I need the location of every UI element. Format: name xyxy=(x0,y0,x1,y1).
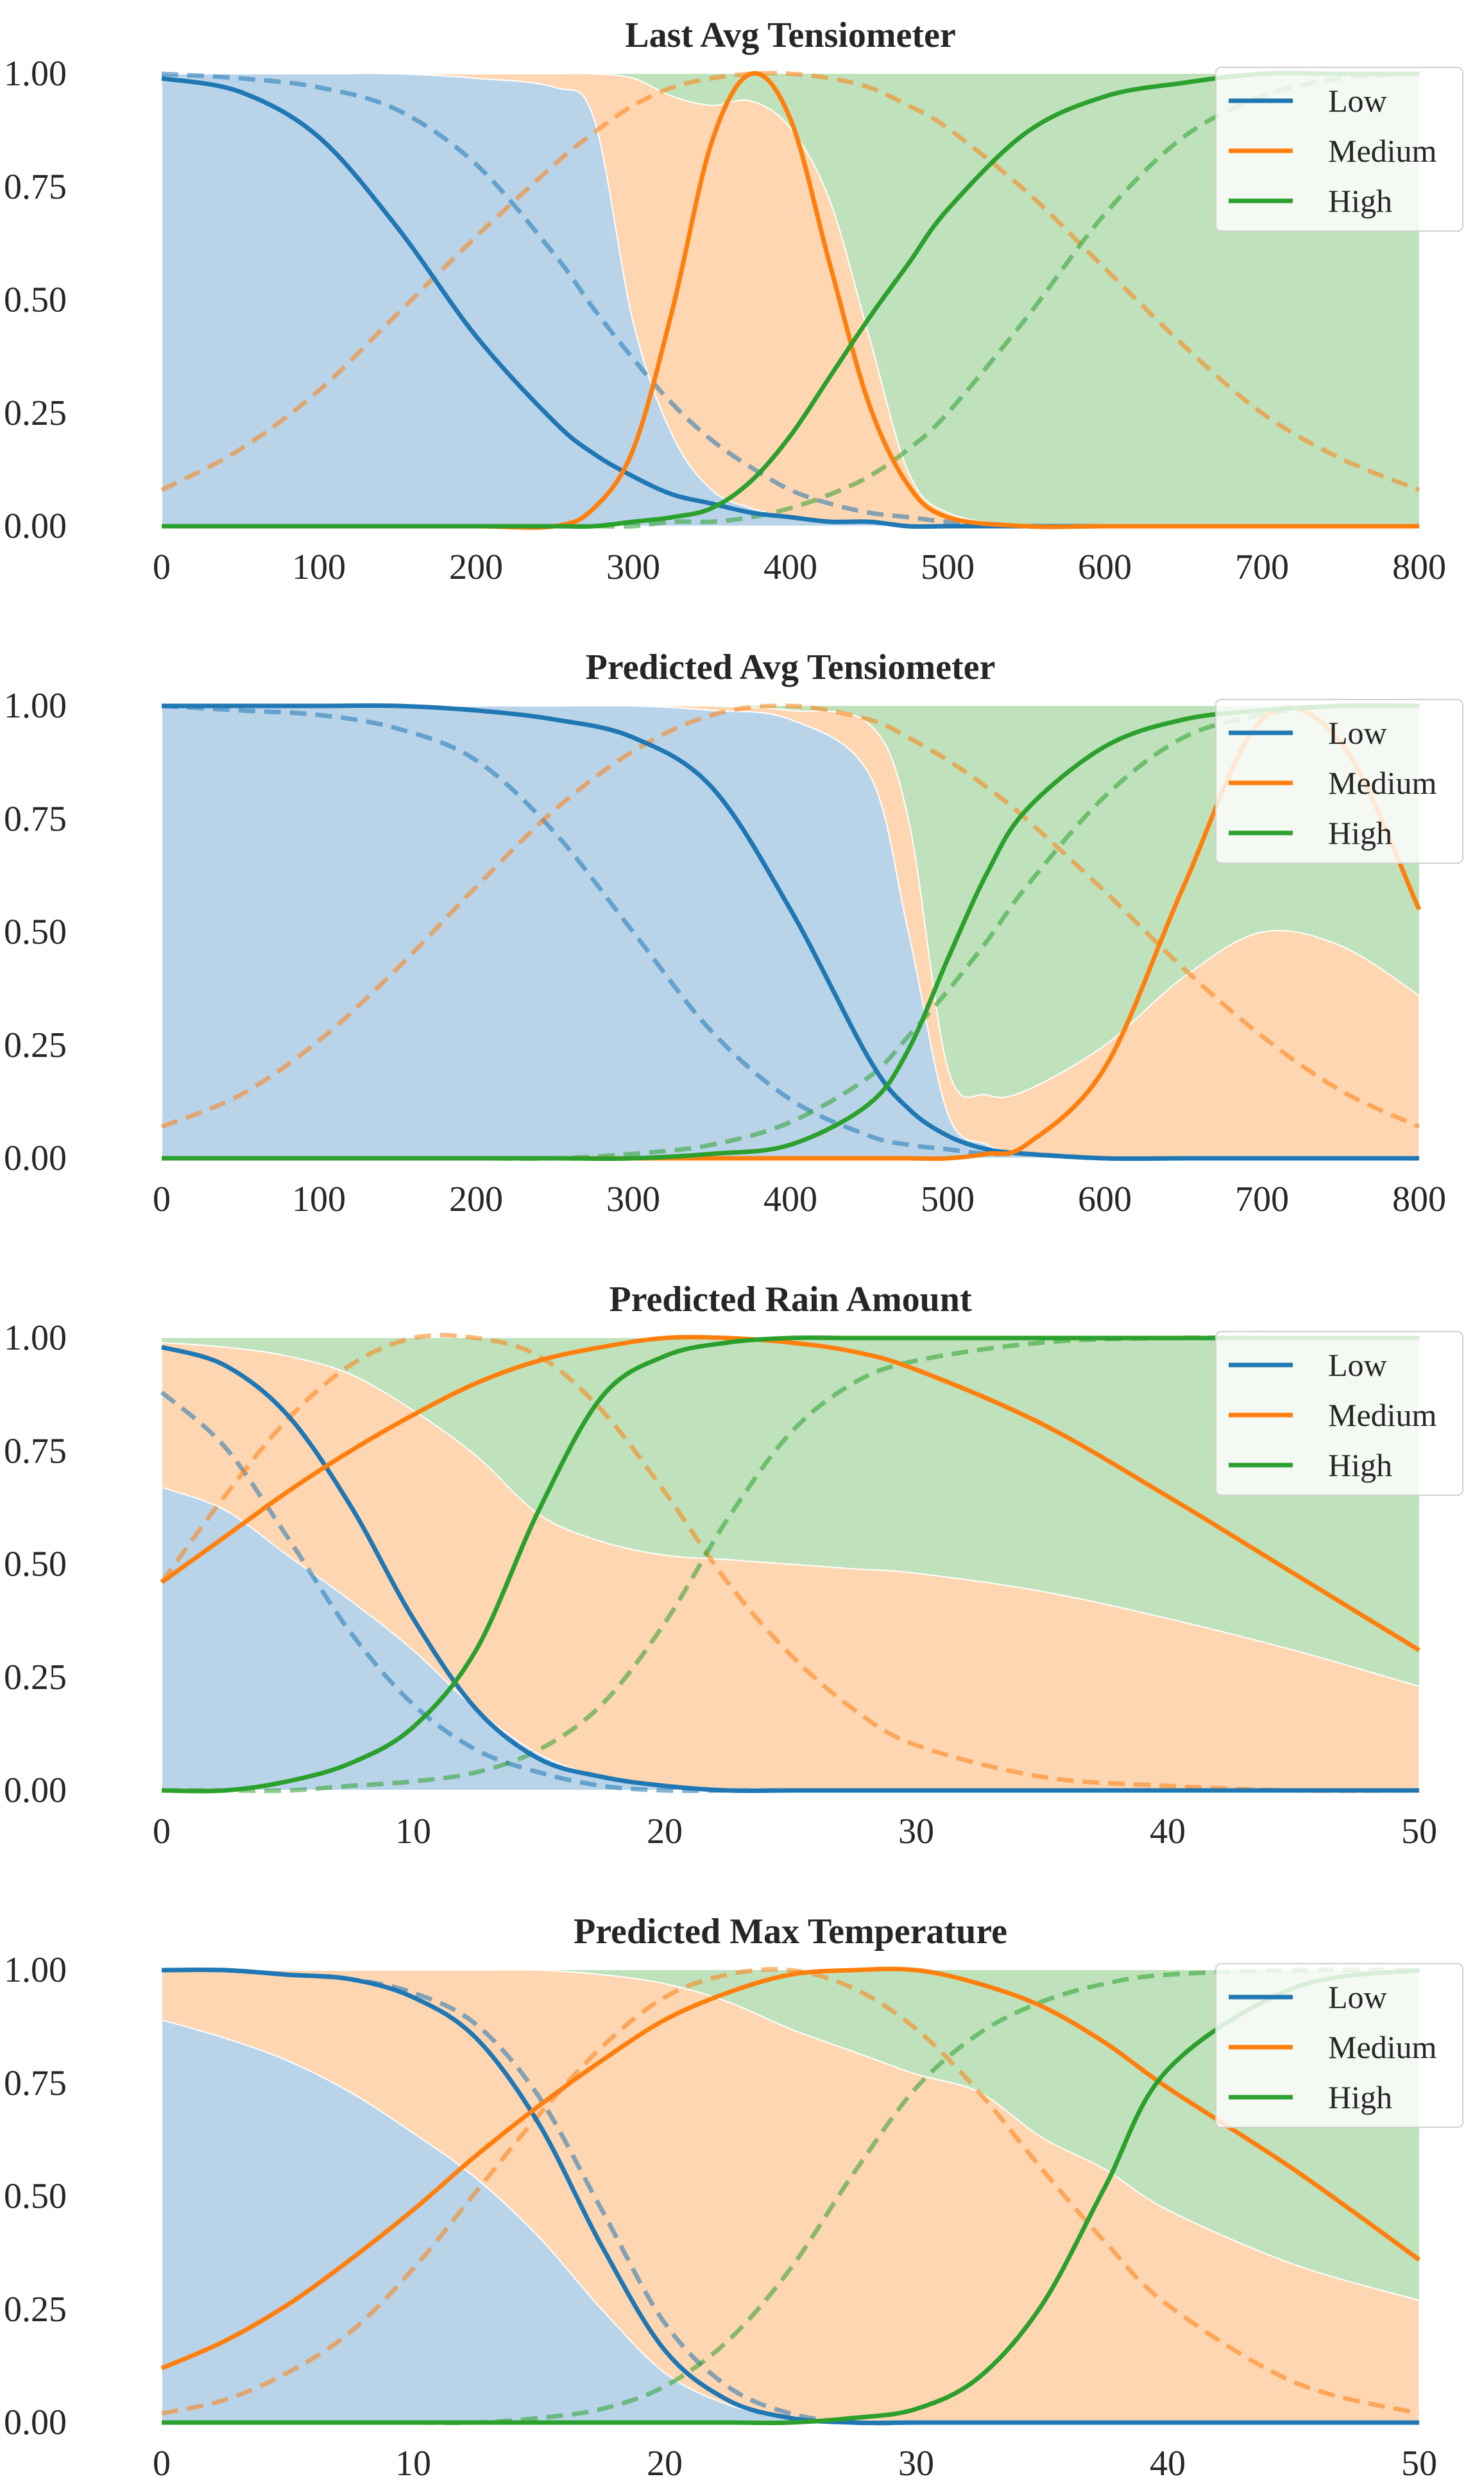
series-low xyxy=(161,703,1420,1162)
x-tick-label: 500 xyxy=(921,547,975,587)
legend-label-medium: Medium xyxy=(1328,765,1437,801)
x-tick-label: 200 xyxy=(449,547,503,587)
y-tick-label: 0.25 xyxy=(4,1025,67,1065)
x-tick-label: 20 xyxy=(647,2444,683,2484)
panel-title: Predicted Rain Amount xyxy=(609,1280,972,1319)
legend-box xyxy=(1215,1963,1463,2128)
x-tick-label: 20 xyxy=(647,1812,683,1851)
legend-label-high: High xyxy=(1328,815,1392,851)
x-tick-label: 600 xyxy=(1078,547,1132,587)
x-tick-label: 800 xyxy=(1392,1180,1446,1219)
x-tick-label: 40 xyxy=(1150,2444,1186,2484)
legend-label-high: High xyxy=(1328,183,1392,219)
x-tick-label: 30 xyxy=(898,2444,934,2484)
legend-label-high: High xyxy=(1328,1447,1392,1483)
x-tick-label: 600 xyxy=(1078,1180,1132,1219)
y-tick-label: 0.00 xyxy=(4,2403,67,2442)
legend-label-high: High xyxy=(1328,2079,1392,2115)
x-tick-label: 10 xyxy=(395,2444,431,2484)
panel-predicted-max-temperature: Predicted Max Temperature 0 10 20 30 40 50 0.00… xyxy=(4,1912,1463,2484)
series-high xyxy=(161,1335,1419,1794)
legend-label-low: Low xyxy=(1328,1979,1387,2015)
x-tick-label: 0 xyxy=(153,1812,171,1851)
legend: Low Medium High xyxy=(1215,699,1463,864)
x-tick-label: 700 xyxy=(1235,1180,1289,1219)
y-tick-label: 1.00 xyxy=(4,54,67,94)
legend: Low Medium High xyxy=(1215,1963,1463,2128)
x-tick-label: 300 xyxy=(606,547,660,587)
y-tick-label: 1.00 xyxy=(4,1318,67,1358)
x-tick-label: 0 xyxy=(153,547,171,587)
x-tick-label: 0 xyxy=(153,1180,171,1219)
y-tick-label: 0.00 xyxy=(4,1771,67,1810)
x-tick-label: 100 xyxy=(292,1180,346,1219)
y-tick-label: 0.00 xyxy=(4,1138,67,1178)
y-tick-label: 0.25 xyxy=(4,1658,67,1697)
y-tick-label: 0.25 xyxy=(4,393,67,433)
x-tick-label: 100 xyxy=(292,547,346,587)
series-low xyxy=(161,1344,1419,1794)
x-tick-label: 500 xyxy=(921,1180,975,1219)
legend: Low Medium High xyxy=(1215,67,1463,232)
x-tick-label: 400 xyxy=(763,547,817,587)
panel-title: Last Avg Tensiometer xyxy=(625,15,955,55)
y-tick-label: 0.50 xyxy=(4,1545,67,1584)
series-medium xyxy=(160,1335,1420,1652)
legend-box xyxy=(1215,1331,1463,1496)
series-medium-dashed xyxy=(160,703,1420,1129)
x-tick-label: 10 xyxy=(395,1812,431,1851)
y-tick-label: 0.50 xyxy=(4,913,67,952)
panel-title: Predicted Max Temperature xyxy=(574,1912,1007,1952)
y-tick-label: 1.00 xyxy=(4,1950,67,1990)
legend-label-medium: Medium xyxy=(1328,1397,1437,1433)
y-tick-label: 0.75 xyxy=(4,2063,67,2103)
y-tick-label: 0.00 xyxy=(4,506,67,546)
legend-label-medium: Medium xyxy=(1328,133,1437,169)
x-tick-label: 0 xyxy=(153,2444,171,2484)
x-tick-label: 200 xyxy=(449,1180,503,1219)
series-low xyxy=(161,1967,1419,2426)
legend-label-medium: Medium xyxy=(1328,2029,1437,2065)
x-tick-label: 50 xyxy=(1401,2444,1437,2484)
panel-last-avg-tensiometer: Last Avg Tensiometer 0 100 200 300 400 500 600 7… xyxy=(4,15,1463,587)
x-tick-label: 300 xyxy=(606,1180,660,1219)
y-tick-label: 0.75 xyxy=(4,1431,67,1471)
y-tick-label: 0.75 xyxy=(4,167,67,207)
x-tick-label: 700 xyxy=(1235,547,1289,587)
x-tick-label: 400 xyxy=(763,1180,817,1219)
series-medium-dashed xyxy=(161,1967,1420,2416)
panel-predicted-avg-tensiometer: Predicted Avg Tensiometer 0 100 200 300 400 50… xyxy=(4,648,1463,1219)
series-low-dashed xyxy=(161,71,1419,529)
y-tick-label: 0.25 xyxy=(4,2290,67,2329)
legend: Low Medium High xyxy=(1215,1331,1463,1496)
x-tick-label: 30 xyxy=(898,1812,934,1851)
panel-title: Predicted Avg Tensiometer xyxy=(586,648,996,687)
series-medium-dashed xyxy=(160,1333,1420,1794)
x-tick-label: 800 xyxy=(1392,547,1446,587)
x-tick-label: 50 xyxy=(1401,1812,1437,1851)
series-medium-dashed xyxy=(160,71,1420,492)
panel-predicted-rain-amount: Predicted Rain Amount 0 10 20 30 40 50 0.00 0.25… xyxy=(4,1280,1463,1851)
series-medium xyxy=(160,1966,1421,2371)
y-tick-label: 0.75 xyxy=(4,799,67,839)
y-tick-label: 1.00 xyxy=(4,686,67,726)
series-high xyxy=(162,71,1419,529)
y-tick-label: 0.50 xyxy=(4,280,67,320)
series-high xyxy=(161,1968,1420,2426)
y-tick-label: 0.50 xyxy=(4,2177,67,2217)
x-tick-label: 40 xyxy=(1150,1812,1186,1851)
legend-label-low: Low xyxy=(1328,715,1387,751)
legend-label-low: Low xyxy=(1328,1347,1387,1383)
series-high xyxy=(161,703,1420,1162)
legend-box xyxy=(1215,699,1463,864)
legend-box xyxy=(1215,67,1463,232)
legend-label-low: Low xyxy=(1328,83,1387,119)
